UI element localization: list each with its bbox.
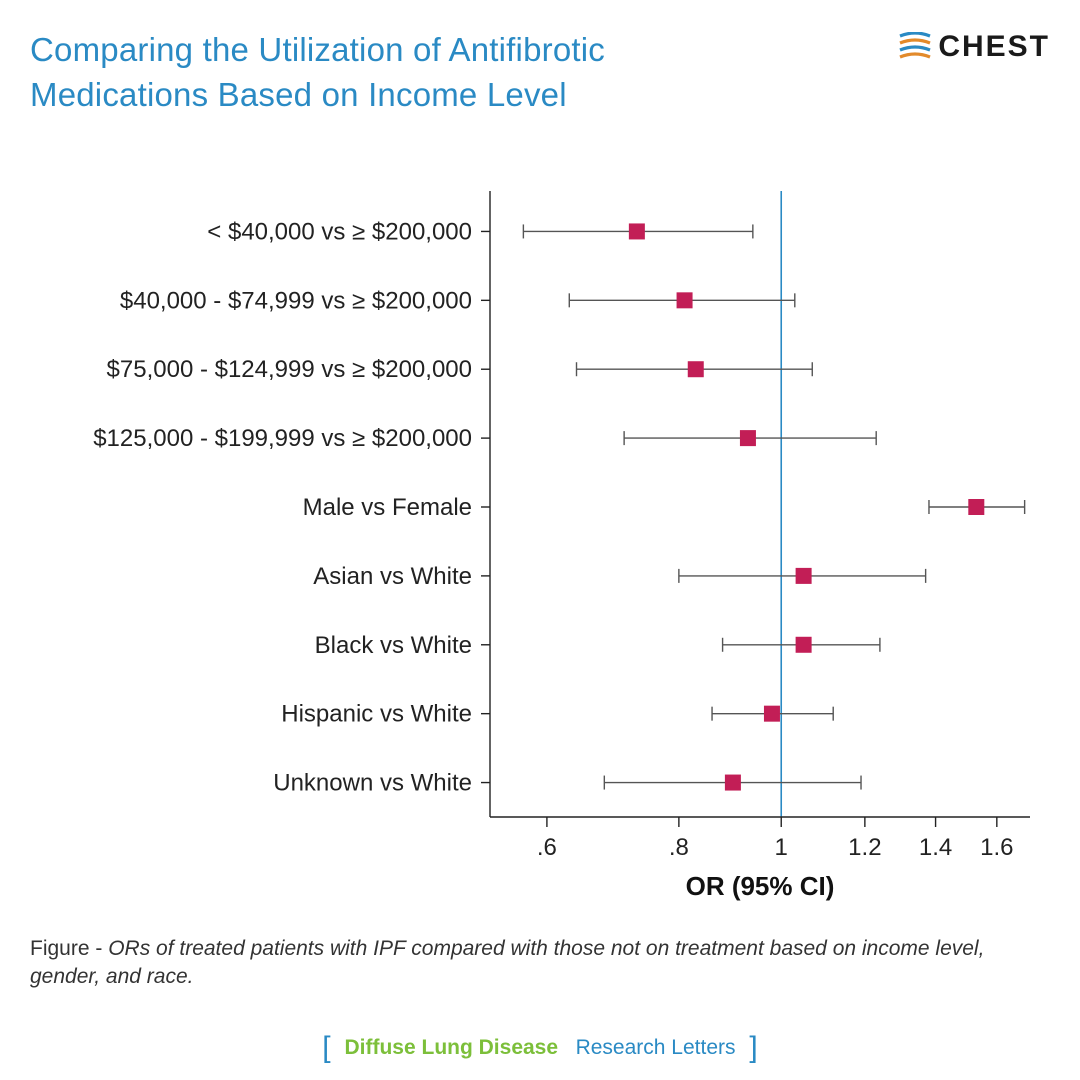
svg-text:Black vs White: Black vs White bbox=[315, 632, 472, 659]
chest-logo-icon bbox=[898, 32, 932, 62]
header: Comparing the Utilization of Antifibroti… bbox=[30, 28, 1050, 117]
forest-plot: .6 .8 1 1.2 1.4 1.6 OR (95% CI) < $40,000 vs ≥ … bbox=[30, 177, 1050, 917]
svg-text:.6: .6 bbox=[537, 834, 557, 861]
svg-text:< $40,000 vs ≥ $200,000: < $40,000 vs ≥ $200,000 bbox=[207, 219, 472, 246]
svg-text:$75,000 - $124,999 vs ≥ $200,0: $75,000 - $124,999 vs ≥ $200,000 bbox=[107, 356, 472, 383]
svg-text:$40,000 - $74,999 vs ≥ $200,00: $40,000 - $74,999 vs ≥ $200,000 bbox=[120, 287, 472, 314]
svg-text:.8: .8 bbox=[669, 834, 689, 861]
brand-text: CHEST bbox=[938, 30, 1050, 64]
forest-plot-svg: .6 .8 1 1.2 1.4 1.6 OR (95% CI) < $40,000 vs ≥ … bbox=[30, 177, 1050, 917]
svg-text:Unknown vs White: Unknown vs White bbox=[273, 770, 472, 797]
svg-text:1: 1 bbox=[775, 834, 788, 861]
svg-text:OR (95% CI): OR (95% CI) bbox=[686, 871, 835, 901]
svg-text:1.2: 1.2 bbox=[848, 834, 881, 861]
page: Comparing the Utilization of Antifibroti… bbox=[0, 0, 1080, 1080]
svg-text:Asian vs White: Asian vs White bbox=[313, 563, 472, 590]
svg-text:1.6: 1.6 bbox=[980, 834, 1013, 861]
svg-text:$125,000 - $199,999 vs ≥ $200,: $125,000 - $199,999 vs ≥ $200,000 bbox=[93, 425, 472, 452]
caption-body: ORs of treated patients with IPF compare… bbox=[30, 937, 984, 988]
svg-text:Male vs Female: Male vs Female bbox=[303, 494, 472, 521]
brand-logo: CHEST bbox=[898, 28, 1050, 64]
svg-text:Hispanic vs White: Hispanic vs White bbox=[281, 701, 472, 728]
tag-diffuse-lung: Diffuse Lung Disease bbox=[344, 1036, 558, 1059]
page-title: Comparing the Utilization of Antifibroti… bbox=[30, 28, 790, 117]
caption-lead: Figure - bbox=[30, 937, 108, 960]
tag-research-letters: Research Letters bbox=[576, 1036, 736, 1059]
bracket-open: [ bbox=[314, 1031, 338, 1064]
svg-text:1.4: 1.4 bbox=[919, 834, 952, 861]
footer-tags: [ Diffuse Lung Disease Research Letters … bbox=[0, 1028, 1080, 1062]
bracket-close: ] bbox=[741, 1031, 765, 1064]
figure-caption: Figure - ORs of treated patients with IP… bbox=[30, 935, 1050, 992]
